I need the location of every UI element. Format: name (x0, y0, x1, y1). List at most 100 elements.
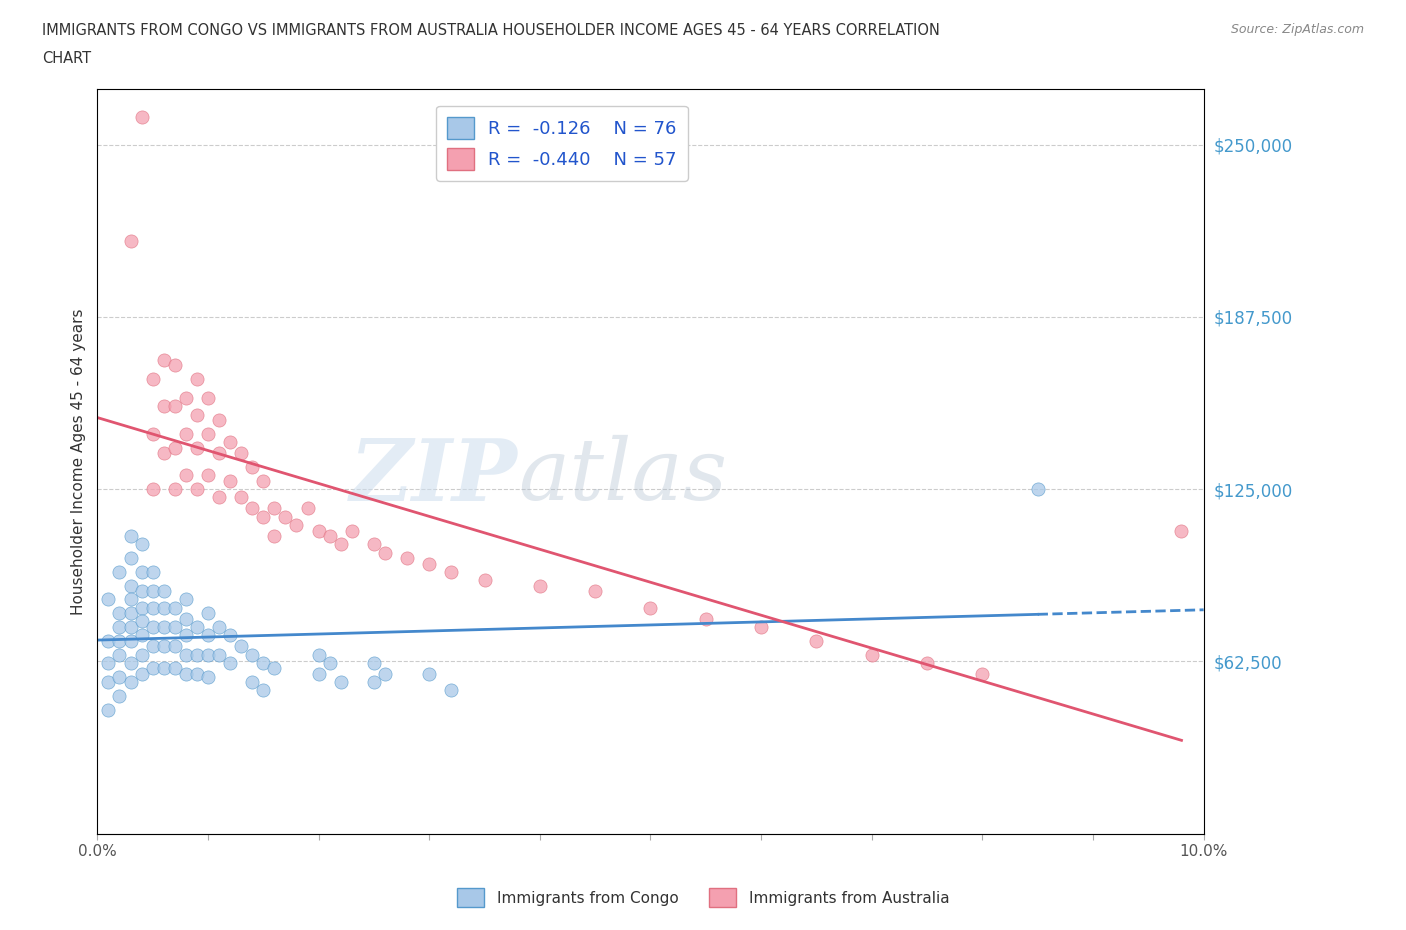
Point (152, 445, 174, 460)
Point (163, 639, 186, 654)
Point (131, 667, 153, 682)
Point (240, 674, 263, 689)
Point (142, 584, 165, 599)
Point (186, 647, 208, 662)
Point (120, 656, 142, 671)
Point (120, 674, 142, 689)
Point (1026, 482, 1049, 497)
Point (152, 584, 174, 599)
Point (263, 661, 285, 676)
Point (120, 592, 142, 607)
Point (108, 605, 131, 620)
Point (285, 518, 308, 533)
Point (142, 371, 165, 386)
Point (120, 578, 142, 593)
Point (208, 647, 231, 662)
Point (120, 528, 142, 543)
Point (340, 523, 363, 538)
Point (860, 647, 883, 662)
Point (142, 482, 165, 497)
Point (163, 399, 186, 414)
Point (120, 633, 142, 648)
Point (208, 490, 231, 505)
Point (131, 584, 153, 599)
Point (163, 358, 186, 373)
Point (915, 656, 938, 671)
Point (174, 468, 197, 483)
Point (219, 628, 242, 643)
Point (440, 565, 463, 579)
Point (308, 523, 330, 538)
Point (208, 619, 231, 634)
Point (152, 661, 174, 676)
Point (97, 592, 120, 607)
Point (142, 639, 165, 654)
Point (240, 459, 263, 474)
Text: ZIP: ZIP (350, 434, 517, 518)
Point (219, 435, 242, 450)
Point (749, 619, 772, 634)
Point (174, 391, 197, 405)
Point (131, 537, 153, 551)
Point (252, 683, 274, 698)
Point (131, 647, 153, 662)
Point (97, 702, 120, 717)
Point (186, 371, 208, 386)
Point (529, 578, 551, 593)
Point (418, 667, 440, 682)
Point (174, 592, 197, 607)
Point (208, 445, 231, 460)
Point (231, 490, 253, 505)
Point (163, 600, 186, 615)
Text: Source: ZipAtlas.com: Source: ZipAtlas.com (1230, 23, 1364, 36)
Point (474, 573, 496, 588)
Point (583, 584, 606, 599)
Point (131, 110, 153, 125)
Point (108, 619, 131, 634)
Point (318, 656, 340, 671)
Point (174, 427, 197, 442)
Point (142, 565, 165, 579)
Point (197, 391, 219, 405)
Point (142, 600, 165, 615)
Point (174, 667, 197, 682)
Point (152, 639, 174, 654)
Point (131, 614, 153, 629)
Point (97, 674, 120, 689)
Point (252, 473, 274, 488)
Point (142, 619, 165, 634)
Point (163, 661, 186, 676)
Point (308, 667, 330, 682)
Point (120, 233, 142, 248)
Point (418, 556, 440, 571)
Point (231, 639, 253, 654)
Point (263, 501, 285, 516)
Point (174, 611, 197, 626)
Point (374, 545, 396, 560)
Point (363, 656, 385, 671)
Point (197, 427, 219, 442)
Point (108, 670, 131, 684)
Point (120, 551, 142, 565)
Point (274, 510, 297, 525)
Point (163, 441, 186, 456)
Point (131, 565, 153, 579)
Point (219, 656, 242, 671)
Point (186, 667, 208, 682)
Point (329, 537, 352, 551)
Point (97, 656, 120, 671)
Point (240, 501, 263, 516)
Point (197, 468, 219, 483)
Point (297, 501, 319, 516)
Point (363, 537, 385, 551)
Text: atlas: atlas (517, 435, 727, 518)
Point (120, 605, 142, 620)
Y-axis label: Householder Income Ages 45 - 64 years: Householder Income Ages 45 - 64 years (72, 309, 86, 615)
Point (252, 656, 274, 671)
Point (440, 683, 463, 698)
Point (374, 667, 396, 682)
Point (152, 600, 174, 615)
Point (695, 611, 717, 626)
Point (174, 647, 197, 662)
Point (640, 600, 662, 615)
